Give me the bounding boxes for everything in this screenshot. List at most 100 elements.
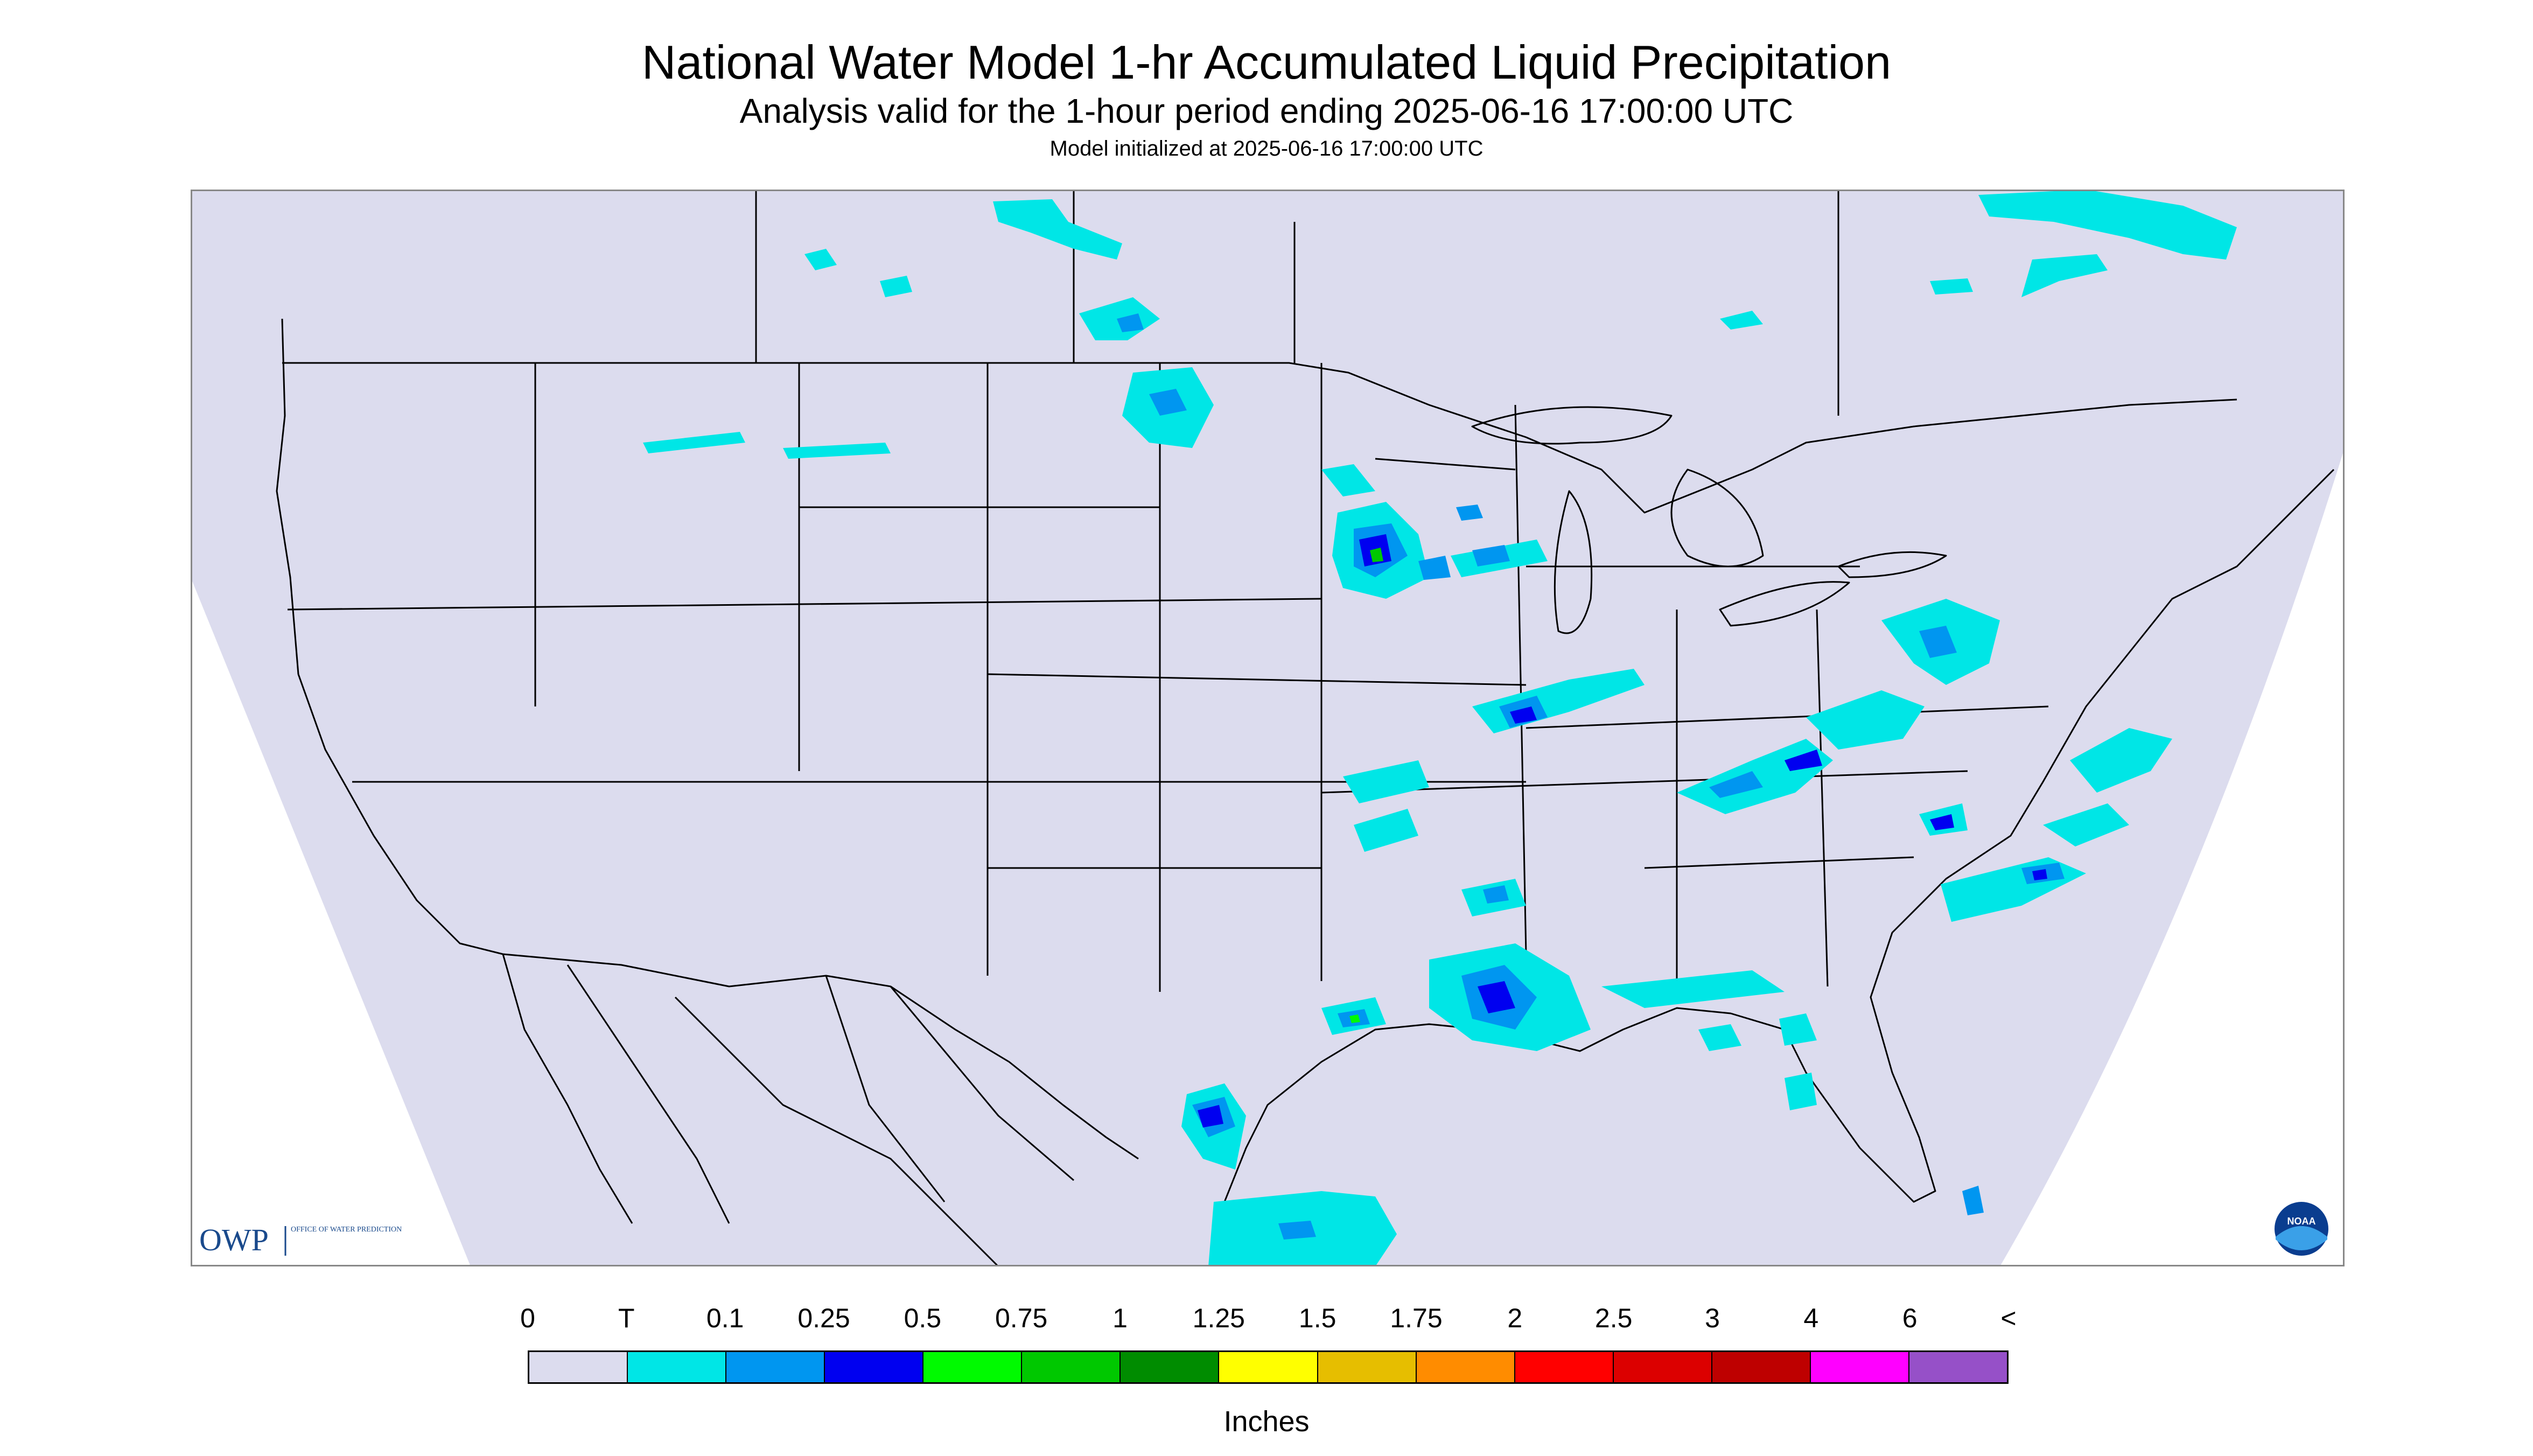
- precip-area: [1370, 548, 1383, 562]
- legend-swatch: [1317, 1352, 1416, 1382]
- lake-superior: [1471, 406, 1673, 445]
- precip-area: [1785, 750, 1822, 771]
- precip-area: [2070, 728, 2172, 793]
- state-line-h4: [987, 673, 1527, 686]
- us-mexico-border: [502, 953, 1139, 1160]
- precip-area: [1601, 970, 1785, 1008]
- legend-label: <: [2000, 1303, 2017, 1333]
- precip-area: [2032, 869, 2047, 880]
- precip-area: [1321, 464, 1375, 496]
- precip-area: [1117, 313, 1144, 332]
- state-line-h6: [1321, 770, 1968, 794]
- precip-area: [783, 443, 891, 459]
- map-subtitle: Analysis valid for the 1-hour period end…: [739, 92, 1794, 130]
- state-line-h9: [1644, 856, 1914, 869]
- owp-logo-acronym: OWP: [199, 1222, 269, 1257]
- east-coastline: [1783, 468, 2335, 1203]
- legend-label: 3: [1705, 1303, 1720, 1333]
- legend-label: 0.1: [706, 1303, 744, 1333]
- map-border: [191, 190, 2345, 1266]
- precip-area: [1785, 1073, 1817, 1110]
- precip-area: [1483, 885, 1509, 904]
- legend-swatch: [1809, 1352, 1908, 1382]
- legend-swatch: [1119, 1352, 1219, 1382]
- legend-label: T: [618, 1303, 635, 1333]
- legend-label: 2: [1507, 1303, 1523, 1333]
- precip-area: [1919, 626, 1957, 658]
- state-line-8: [1816, 609, 1829, 987]
- precip-area: [1278, 1221, 1316, 1240]
- legend-label: 0.75: [995, 1303, 1048, 1333]
- precip-area: [880, 276, 912, 297]
- legend-swatch: [922, 1352, 1021, 1382]
- legend-swatch: [627, 1352, 726, 1382]
- precip-area: [1456, 505, 1483, 521]
- state-line-h7: [1526, 705, 2049, 729]
- precip-area: [1930, 278, 1973, 295]
- legend-label: 6: [1902, 1303, 1918, 1333]
- precip-area: [1349, 1014, 1360, 1023]
- legend-label: 0.25: [797, 1303, 850, 1333]
- legend-swatch: [1021, 1352, 1120, 1382]
- precip-area: [1930, 814, 1954, 830]
- precip-area: [1709, 771, 1763, 798]
- legend-swatch: [1218, 1352, 1317, 1382]
- precip-area: [1354, 809, 1418, 852]
- legend-swatch: [529, 1352, 627, 1382]
- legend-label: 1.25: [1192, 1303, 1245, 1333]
- mexico-line-3: [890, 986, 1074, 1181]
- legend-label: 0.5: [904, 1303, 942, 1333]
- legend-swatch: [1514, 1352, 1613, 1382]
- precip-area: [1198, 1105, 1223, 1128]
- legend-swatch: [1711, 1352, 1810, 1382]
- legend-label: 0: [520, 1303, 535, 1333]
- precip-area: [1478, 981, 1515, 1013]
- us-canada-border: [282, 362, 2237, 514]
- precip-area: [1149, 389, 1187, 416]
- precip-area: [993, 199, 1122, 260]
- legend-labels: 0 T 0.1 0.25 0.5 0.75 1 1.25 1.5 1.75 2 2.5 3 4 6 <: [0, 1302, 2533, 1340]
- mexico-mainland-coast: [566, 964, 730, 1224]
- precip-area: [1698, 1024, 1741, 1051]
- precip-area: [1962, 1186, 1984, 1215]
- precip-area: [804, 249, 837, 270]
- precip-area: [1978, 190, 2237, 260]
- precip-area: [1472, 545, 1510, 566]
- precip-areas: [643, 190, 2237, 1266]
- owp-logo: OWP OFFICE OF WATER PREDICTION: [199, 1222, 402, 1257]
- lake-michigan: [1554, 490, 1593, 634]
- state-line-h1: [287, 598, 1322, 611]
- owp-logo-name: OFFICE OF WATER PREDICTION: [291, 1226, 402, 1234]
- legend-swatch: [824, 1352, 923, 1382]
- precip-area: [1720, 311, 1763, 330]
- precipitation-map: OWP OFFICE OF WATER PREDICTION NOAA: [191, 190, 2345, 1266]
- noaa-logo: NOAA: [2275, 1202, 2328, 1256]
- precip-area: [1510, 706, 1537, 724]
- model-init-line: Model initialized at 2025-06-16 17:00:00…: [1049, 137, 1484, 160]
- lake-erie: [1719, 581, 1850, 627]
- model-domain: [191, 190, 2345, 1266]
- legend-swatch: [1908, 1352, 2007, 1382]
- legend-label: 1.75: [1390, 1303, 1443, 1333]
- lake-ontario: [1837, 551, 1947, 578]
- legend-color-bar: [528, 1350, 2009, 1384]
- precip-area: [1343, 760, 1429, 803]
- map-title: National Water Model 1-hr Accumulated Li…: [641, 36, 1892, 89]
- precip-area: [1779, 1013, 1817, 1046]
- legend-label: 2.5: [1594, 1303, 1633, 1333]
- precip-area: [1418, 556, 1451, 580]
- legend-swatch: [725, 1352, 824, 1382]
- precip-area: [643, 432, 745, 453]
- geographic-boundaries: [276, 190, 2335, 1266]
- precip-area: [1806, 690, 1925, 750]
- legend-label: 1: [1112, 1303, 1128, 1333]
- state-line-h10: [1375, 458, 1516, 471]
- legend-label: 1.5: [1298, 1303, 1337, 1333]
- precip-area: [2021, 254, 2108, 297]
- west-coastline: [276, 318, 503, 955]
- state-line-6: [1514, 404, 1527, 955]
- precip-area: [2043, 803, 2129, 846]
- legend-units: Inches: [1223, 1405, 1310, 1438]
- mexico-line-1: [674, 996, 999, 1266]
- legend-swatch: [1612, 1352, 1711, 1382]
